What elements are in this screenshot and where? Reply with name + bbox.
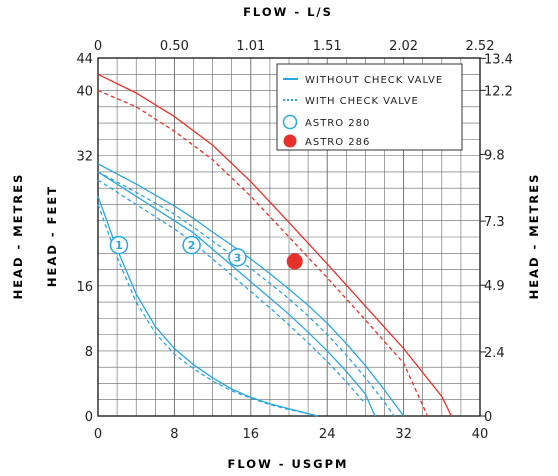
y-left-tick-label: 44 bbox=[76, 52, 93, 67]
legend-open-circle-icon bbox=[282, 114, 298, 130]
y-left-tick-label: 0 bbox=[85, 410, 93, 425]
legend-box bbox=[276, 63, 463, 151]
curve-marker-circle bbox=[228, 248, 247, 267]
x-bottom-tick-label: 32 bbox=[395, 427, 412, 442]
x-bottom-tick-label: 40 bbox=[472, 427, 489, 442]
curve-marker-label: 3 bbox=[234, 251, 242, 264]
y-right-tick-label: 4.9 bbox=[484, 279, 505, 294]
series-line-astro-286-solid bbox=[97, 73, 452, 417]
x-top-axis-title: FLOW - L/S bbox=[243, 5, 333, 19]
x-top-tick-label: 2.02 bbox=[389, 39, 418, 54]
curve-marker-1: 1 bbox=[109, 235, 129, 255]
legend-label-astro-280: ASTRO 280 bbox=[305, 118, 370, 129]
series-line-2-solid bbox=[97, 171, 376, 417]
series-layer bbox=[97, 73, 452, 417]
y-left-tick-label: 32 bbox=[76, 150, 93, 165]
y-right-tick-label: 2.4 bbox=[484, 346, 505, 361]
legend-label-with-check-valve: WITH CHECK VALVE bbox=[305, 96, 419, 107]
y-left-tick-label: 16 bbox=[76, 280, 93, 295]
y-left-outer-axis-title: HEAD - METRES bbox=[11, 173, 25, 300]
tick-labels: 0 8 16 24 32 400 0.50 1.01 1.51 2.02 2.52081632404… bbox=[76, 39, 513, 442]
x-bottom-axis-title: FLOW - USGPM bbox=[228, 457, 349, 471]
y-left-tick-label: 8 bbox=[85, 345, 93, 360]
x-top-tick-label: 2.52 bbox=[466, 39, 495, 54]
x-top-tick-label: 0.50 bbox=[160, 39, 189, 54]
series-line-3-dashed bbox=[97, 171, 395, 417]
series-line-1-solid bbox=[97, 196, 318, 417]
curve-marker-circle bbox=[182, 235, 201, 255]
x-top-tick-label: 0 bbox=[94, 39, 102, 54]
curve-marker-label: 1 bbox=[115, 239, 123, 252]
series-line-3-solid bbox=[97, 163, 405, 417]
series-line-astro-286-dashed bbox=[97, 89, 429, 417]
markers: 1 2 3 bbox=[109, 235, 303, 270]
plot-frame bbox=[97, 57, 481, 417]
y-right-axis-title: HEAD - METRES bbox=[527, 173, 541, 300]
legend-label-astro-286: ASTRO 286 bbox=[305, 137, 370, 148]
astro-286-point bbox=[286, 253, 303, 270]
y-left-axis-title: HEAD - FEET bbox=[45, 185, 59, 287]
x-bottom-tick-label: 8 bbox=[170, 427, 178, 442]
curve-marker-2: 2 bbox=[182, 235, 201, 255]
x-bottom-tick-label: 16 bbox=[243, 427, 260, 442]
y-right-tick-label: 12.2 bbox=[484, 84, 513, 99]
x-top-tick-label: 1.51 bbox=[313, 39, 342, 54]
y-right-tick-label: 9.8 bbox=[484, 148, 505, 163]
legend: WITHOUT CHECK VALVE WITH CHECK VALVE AST… bbox=[276, 63, 463, 151]
y-right-tick-label: 7.3 bbox=[484, 215, 505, 230]
x-bottom-tick-label: 24 bbox=[319, 427, 336, 442]
x-bottom-tick-label: 0 bbox=[94, 427, 102, 442]
legend-label-without-check-valve: WITHOUT CHECK VALVE bbox=[305, 75, 443, 86]
series-line-2-dashed bbox=[97, 179, 366, 405]
x-top-tick-label: 1.01 bbox=[236, 39, 265, 54]
y-left-tick-label: 40 bbox=[76, 85, 93, 100]
curve-marker-label: 2 bbox=[188, 239, 196, 252]
y-right-tick-label: 13.4 bbox=[484, 52, 513, 67]
legend-filled-circle-icon bbox=[283, 134, 297, 148]
y-right-tick-label: 0 bbox=[484, 410, 492, 425]
curve-marker-circle bbox=[109, 235, 129, 255]
curve-marker-3: 3 bbox=[228, 248, 247, 267]
